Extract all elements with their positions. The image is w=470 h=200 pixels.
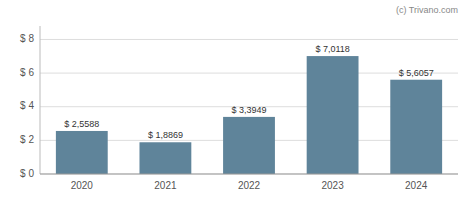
y-tick-label: $ 8	[20, 33, 34, 44]
y-grid	[40, 39, 458, 174]
data-label: $ 3,3949	[231, 105, 266, 115]
bar	[56, 131, 108, 174]
x-tick-label: 2020	[71, 180, 94, 191]
x-tick-label: 2021	[154, 180, 177, 191]
data-label: $ 5,6057	[399, 68, 434, 78]
data-label: $ 2,5588	[64, 119, 99, 129]
chart-svg: $ 0$ 2$ 4$ 6$ 8$ 2,5588$ 1,8869$ 3,3949$…	[0, 0, 470, 200]
bar	[307, 56, 359, 174]
y-tick-label: $ 6	[20, 67, 34, 78]
bar	[139, 142, 191, 174]
y-tick-label: $ 0	[20, 168, 34, 179]
y-axis-line	[40, 26, 41, 174]
bars	[56, 56, 442, 174]
y-tick-label: $ 2	[20, 134, 34, 145]
data-label: $ 7,0118	[315, 44, 349, 54]
watermark: (c) Trivano.com	[396, 5, 458, 15]
x-tick-labels: 2020 2021 2022 2023 2024	[71, 180, 428, 191]
data-label: $ 1,8869	[148, 130, 183, 140]
bar	[223, 117, 275, 174]
grid-line	[40, 39, 458, 40]
x-tick-label: 2022	[238, 180, 261, 191]
bar	[390, 80, 442, 174]
chart-container: $ 0$ 2$ 4$ 6$ 8$ 2,5588$ 1,8869$ 3,3949$…	[0, 0, 470, 200]
x-tick-label: 2023	[321, 180, 344, 191]
y-tick-labels: $ 0 $ 2 $ 4 $ 6 $ 8	[20, 33, 34, 179]
data-labels: $ 2,5588 $ 1,8869 $ 3,3949 $ 7,0118 $ 5,6057	[64, 44, 433, 140]
x-axis-line	[40, 174, 458, 175]
y-tick-label: $ 4	[20, 100, 34, 111]
grid-line	[40, 174, 458, 175]
grid-line	[40, 73, 458, 74]
x-tick-label: 2024	[405, 180, 428, 191]
